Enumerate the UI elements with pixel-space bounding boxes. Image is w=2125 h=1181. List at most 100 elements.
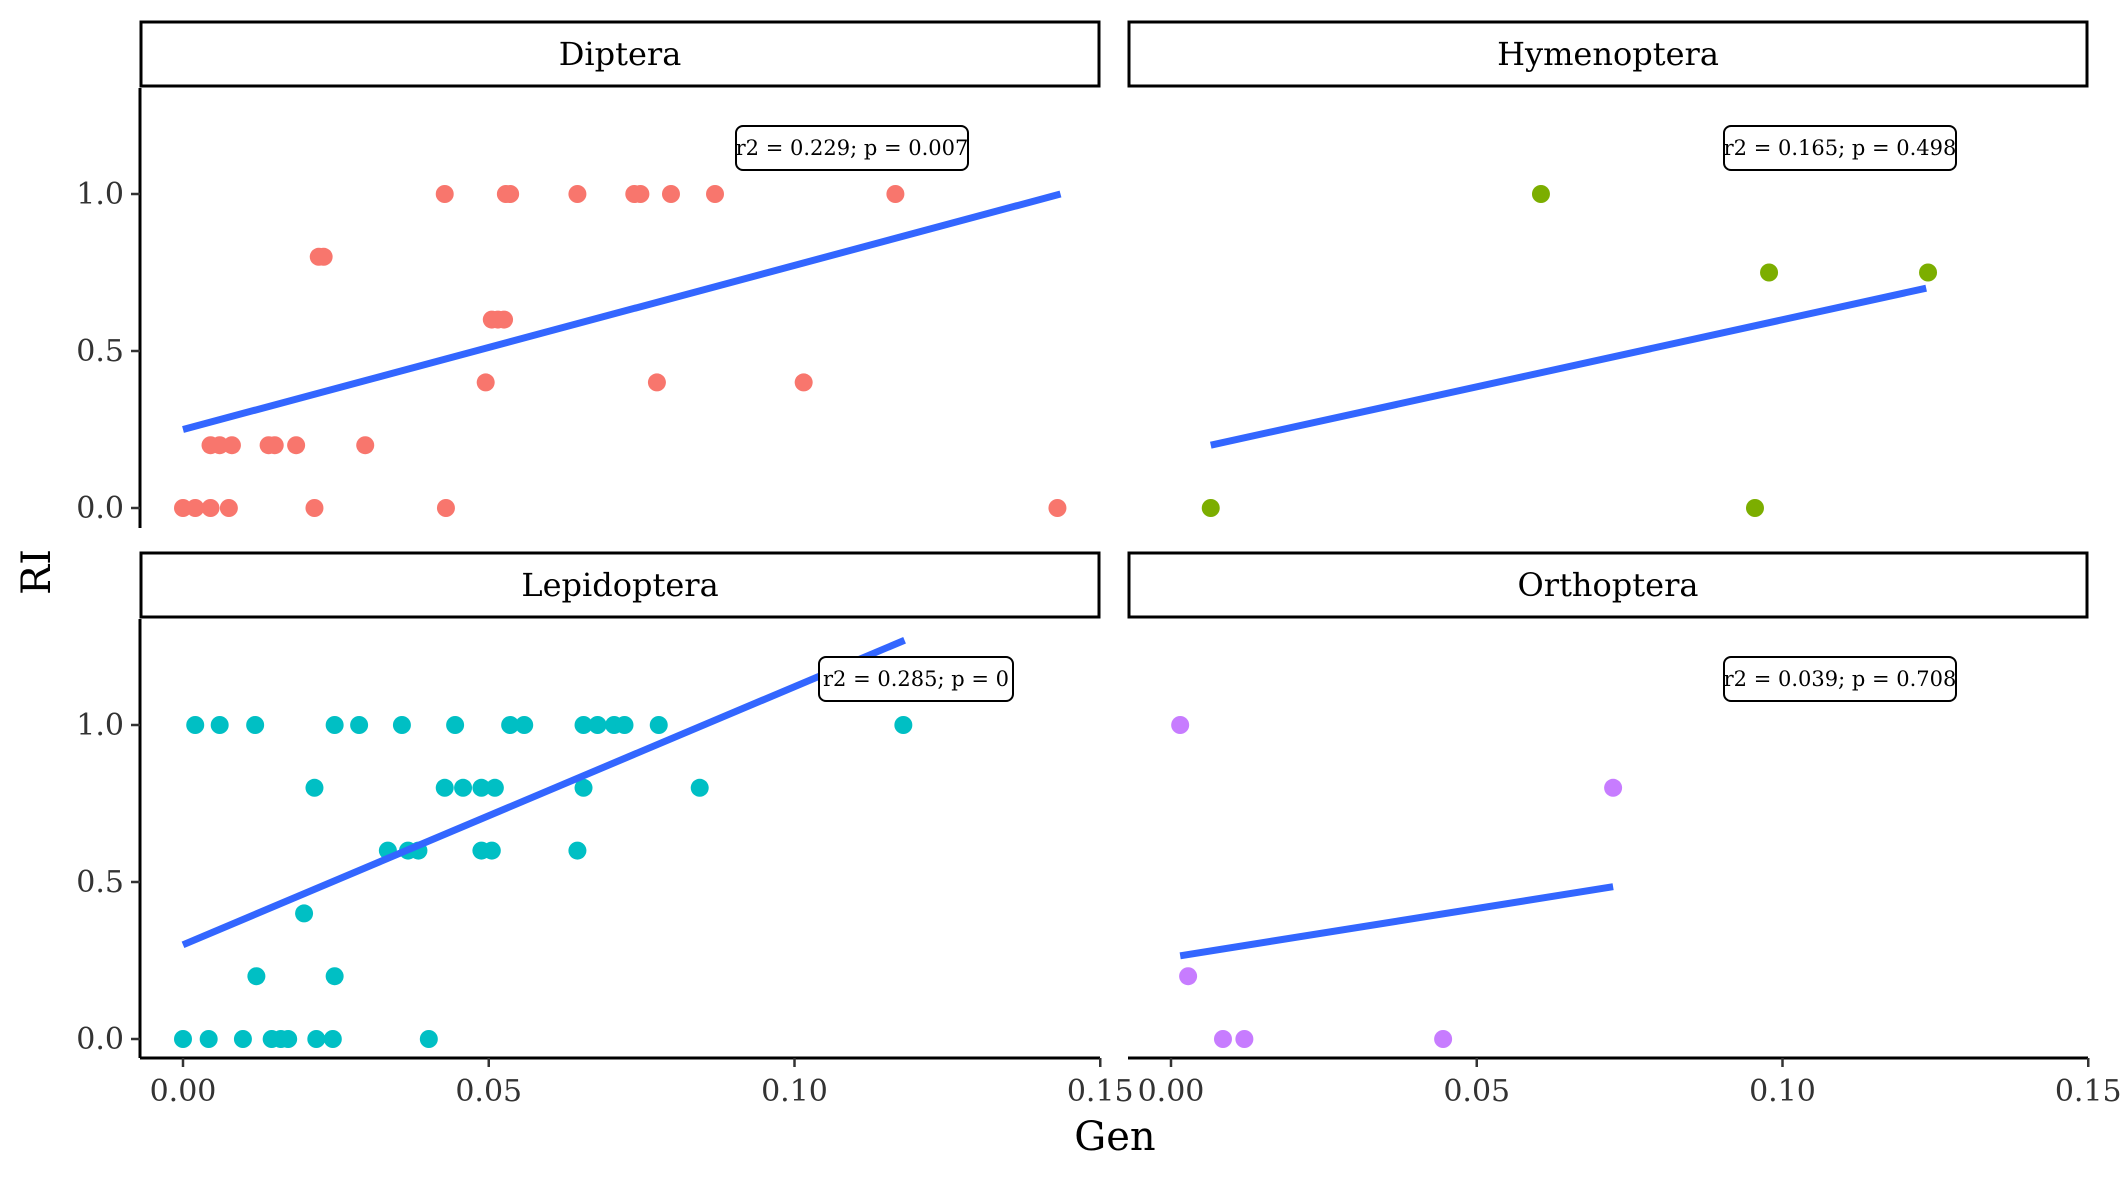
data-point <box>515 716 534 734</box>
data-point <box>219 499 238 517</box>
data-point <box>1201 499 1220 517</box>
x-tick-label: 0.15 <box>2055 1074 2122 1109</box>
panel-orthoptera: Orthoptera 0.00 0.05 0.10 0.15 r2 = 0.039; p … <box>1127 551 2122 1109</box>
data-point <box>305 499 324 517</box>
x-tick-label: 0.05 <box>455 1074 522 1109</box>
data-point <box>1179 967 1198 986</box>
data-point <box>574 778 593 797</box>
data-point <box>246 716 265 734</box>
data-point <box>186 499 205 517</box>
facet-strip <box>139 551 1101 619</box>
data-point <box>210 716 229 734</box>
data-point <box>495 310 514 329</box>
data-point <box>222 436 241 455</box>
x-tick-label: 0.15 <box>1067 1074 1134 1109</box>
data-point <box>356 436 375 455</box>
data-point <box>1213 1030 1232 1048</box>
stat-annotation-box <box>1723 125 1957 171</box>
data-point <box>419 1030 438 1048</box>
stat-annotation: r2 = 0.229; p = 0.007 <box>736 136 969 160</box>
facet-strip <box>139 20 1101 88</box>
data-point <box>472 778 491 797</box>
facet-label: Lepidoptera <box>521 566 718 604</box>
x-tick-label: 0.10 <box>761 1074 828 1109</box>
data-point <box>574 716 593 734</box>
data-point <box>568 841 587 860</box>
data-point <box>1235 1030 1254 1048</box>
data-point <box>588 716 607 734</box>
panel-diptera: Diptera 0.0 0.5 1.0 r2 = 0.229; p = 0.007 <box>76 20 1101 528</box>
data-point <box>279 1030 298 1048</box>
data-point <box>1760 263 1779 282</box>
data-point <box>631 185 650 203</box>
data-point <box>690 778 709 797</box>
stat-annotation: r2 = 0.165; p = 0.498 <box>1724 136 1957 160</box>
stat-annotation: r2 = 0.039; p = 0.708 <box>1724 667 1957 691</box>
data-point <box>794 373 813 392</box>
data-point <box>435 185 454 203</box>
facet-strip <box>1127 551 2089 619</box>
stat-annotation: r2 = 0.285; p = 0 <box>823 667 1009 691</box>
data-point <box>485 778 504 797</box>
data-point <box>1531 185 1550 203</box>
panel-hymenoptera: Hymenoptera r2 = 0.165; p = 0.498 <box>1127 20 2089 517</box>
data-point <box>247 967 266 986</box>
data-point <box>501 185 520 203</box>
x-tick-label: 0.05 <box>1443 1074 1510 1109</box>
data-point <box>295 904 314 923</box>
data-point <box>350 716 369 734</box>
data-point <box>661 185 680 203</box>
data-point <box>501 716 520 734</box>
data-point <box>174 1030 192 1048</box>
data-point <box>314 247 333 266</box>
data-point <box>649 716 668 734</box>
data-point <box>647 373 666 392</box>
panel-lepidoptera: Lepidoptera 0.0 0.5 1.0 0.00 0.05 0.10 0.15 r2 =… <box>76 551 1134 1109</box>
y-tick-label: 1.0 <box>76 177 124 212</box>
stat-annotation-box <box>1723 656 1957 702</box>
data-point <box>201 499 220 517</box>
data-point <box>1745 499 1764 517</box>
data-point <box>1171 716 1190 734</box>
y-axis-title: RI <box>14 549 60 595</box>
data-point <box>287 436 306 455</box>
data-point <box>1434 1030 1453 1048</box>
data-point <box>1048 499 1067 517</box>
x-axis-title: Gen <box>1074 1114 1155 1160</box>
data-point <box>305 778 324 797</box>
x-tick-label: 0.00 <box>150 1074 217 1109</box>
data-point <box>615 716 634 734</box>
data-point <box>454 778 473 797</box>
data-point <box>446 716 465 734</box>
facet-label: Orthoptera <box>1518 566 1699 604</box>
data-point <box>233 1030 252 1048</box>
data-point <box>1604 778 1623 797</box>
data-point <box>325 716 344 734</box>
stat-annotation-box <box>735 125 969 171</box>
y-tick-label: 0.0 <box>76 491 124 526</box>
data-point <box>482 841 501 860</box>
x-tick-label: 0.10 <box>1749 1074 1816 1109</box>
regression-line <box>182 190 1062 433</box>
facet-label: Hymenoptera <box>1497 35 1719 73</box>
y-tick-label: 0.5 <box>76 334 124 369</box>
facet-label: Diptera <box>559 35 682 73</box>
data-point <box>706 185 725 203</box>
y-tick-label: 0.5 <box>76 865 124 900</box>
data-point <box>894 716 913 734</box>
data-point <box>436 499 455 517</box>
y-tick-label: 1.0 <box>76 708 124 743</box>
data-point <box>265 436 284 455</box>
regression-line <box>181 636 906 949</box>
facet-strip <box>1127 20 2089 88</box>
data-point <box>325 967 344 986</box>
y-tick-label: 0.0 <box>76 1022 124 1057</box>
stat-annotation-box <box>818 656 1014 702</box>
data-point <box>199 1030 218 1048</box>
x-tick-label: 0.00 <box>1138 1074 1205 1109</box>
data-point <box>307 1030 326 1048</box>
regression-line <box>1179 883 1614 960</box>
data-point <box>568 185 587 203</box>
data-point <box>435 778 454 797</box>
